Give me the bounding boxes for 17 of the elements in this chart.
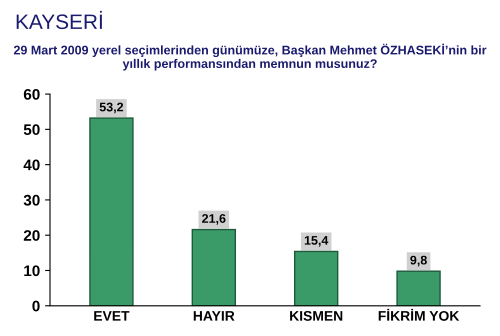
y-tick-label: 60 bbox=[24, 88, 40, 100]
chart-subtitle: 29 Mart 2009 yerel seçimlerinden günümüze, Başkan Mehmet ÖZHASEKİ’nin bir yıllık performansından memnun musunuz? bbox=[14, 44, 486, 71]
x-tick-label: EVET bbox=[94, 311, 130, 321]
data-label: 15,4 bbox=[304, 236, 328, 247]
y-tick-label: 0 bbox=[32, 300, 40, 312]
data-label: 53,2 bbox=[100, 102, 124, 114]
y-tick-label: 20 bbox=[24, 230, 40, 241]
data-label: 21,6 bbox=[202, 214, 226, 225]
y-tick-label: 30 bbox=[24, 194, 40, 206]
chart-title: KAYSERİ bbox=[16, 10, 102, 30]
y-tick-label: 50 bbox=[24, 124, 40, 136]
y-tick-label: 40 bbox=[24, 160, 40, 170]
y-tick-label: 10 bbox=[24, 265, 40, 276]
x-tick-label: FİKRİM YOK bbox=[378, 308, 460, 321]
x-tick-label: HAYIR bbox=[194, 311, 234, 321]
data-label: 9,8 bbox=[410, 256, 427, 266]
x-tick-label: KISMEN bbox=[290, 310, 342, 321]
